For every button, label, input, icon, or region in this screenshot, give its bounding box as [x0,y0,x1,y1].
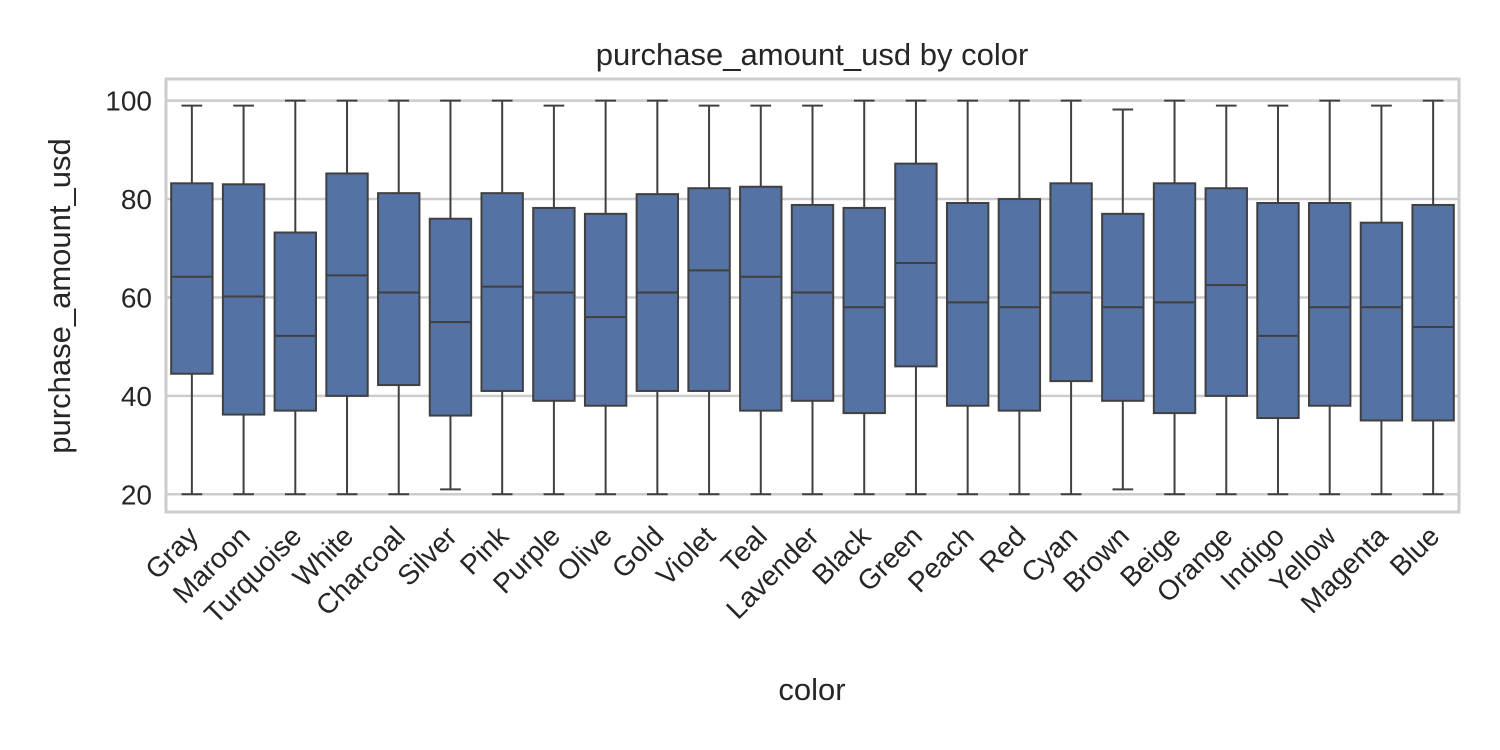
x-tick-labels: GrayMaroonTurquoiseWhiteCharcoalSilverPi… [139,520,1445,630]
box-lavender [790,104,835,496]
x-tick-label: Silver [391,520,462,591]
iqr-box [1308,201,1352,407]
box-cyan [1049,99,1093,496]
iqr-box [894,162,938,368]
box-orange [1204,104,1248,496]
box-silver [428,99,473,491]
iqr-box [583,212,628,407]
boxes-layer [170,99,1455,496]
y-tick-label: 100 [105,86,152,117]
chart-title: purchase_amount_usd by color [596,37,1029,72]
box-pink [480,99,524,496]
iqr-box [480,192,524,392]
iqr-box [377,192,421,387]
box-maroon [221,104,266,496]
iqr-box [1152,182,1197,415]
y-tick-label: 60 [121,282,152,313]
box-black [842,99,886,496]
box-magenta [1359,104,1404,496]
x-tick-label: Violet [650,520,721,591]
box-blue [1411,99,1455,496]
box-peach [945,99,990,496]
box-indigo [1256,104,1300,496]
iqr-box [945,201,990,407]
box-violet [687,104,731,496]
iqr-box [273,231,317,412]
box-gray [170,104,214,496]
iqr-box [842,206,886,415]
box-charcoal [377,99,421,496]
box-gold [635,99,680,496]
box-green [894,99,938,496]
iqr-box [1049,182,1093,383]
iqr-box [739,185,783,412]
box-white [325,99,369,496]
y-axis-label: purchase_amount_usd [42,138,77,453]
iqr-box [428,217,473,417]
x-tick-label: Olive [551,520,618,587]
iqr-box [1256,201,1300,420]
box-red [997,99,1042,496]
iqr-box [170,182,214,375]
plot-frame [164,77,1461,514]
iqr-box [325,172,369,397]
iqr-box [1359,221,1404,422]
y-tick-label: 20 [121,479,152,510]
y-tick-labels: 20 40 60 80 100 [105,86,152,511]
x-axis-label: color [778,672,845,707]
box-turquoise [273,99,317,496]
iqr-box [790,203,835,402]
iqr-box [1411,203,1455,422]
box-brown [1101,108,1145,491]
box-olive [583,99,628,496]
box-purple [532,104,576,496]
box-beige [1152,99,1197,496]
x-tick-label: Blue [1384,520,1446,582]
iqr-box [532,206,576,402]
box-teal [739,104,783,496]
y-tick-label: 80 [121,184,152,215]
iqr-box [997,198,1042,412]
iqr-box [221,183,266,416]
box-yellow [1308,99,1352,496]
y-tick-label: 40 [121,381,152,412]
iqr-box [1204,187,1248,397]
iqr-box [687,187,731,392]
